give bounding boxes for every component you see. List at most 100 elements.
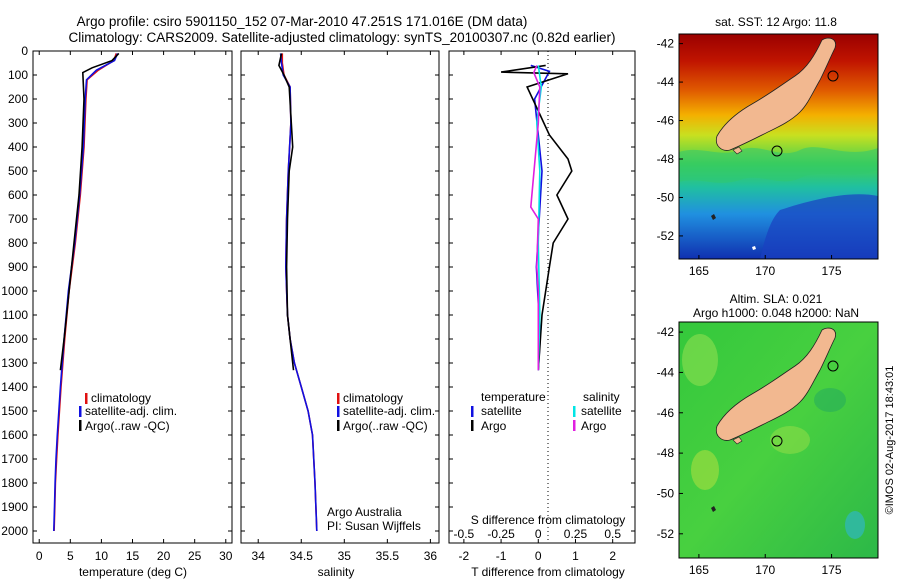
- sla-map-frame: [678, 321, 879, 559]
- salinity-axis-label: salinity: [318, 565, 355, 579]
- lon-tick-label: 175: [822, 563, 842, 577]
- lat-tick-label: -42: [657, 37, 675, 51]
- sst-warm-front: [679, 147, 878, 183]
- island-marker: [827, 360, 839, 372]
- s-diff-tick-label: -0.25: [487, 527, 515, 541]
- y-tick-label: 1400: [1, 380, 28, 394]
- lon-tick-label: 165: [689, 563, 709, 577]
- salinity-plot-frame: [240, 50, 440, 544]
- y-tick-label: 700: [8, 212, 28, 226]
- sst-map-frame: [678, 33, 879, 260]
- y-tick-label: 1800: [1, 476, 28, 490]
- t-difference-axis-label: T difference from climatology: [471, 565, 625, 579]
- sla-anomaly-1: [682, 334, 718, 386]
- lat-tick-label: -52: [657, 527, 675, 541]
- x-tick-label: 25: [188, 549, 202, 563]
- y-tick-label: 300: [8, 116, 28, 130]
- legend-label-argo: Argo(..raw -QC): [343, 419, 428, 433]
- new-zealand-landmass: [715, 37, 836, 151]
- sla-map-panel: Altim. SLA: 0.021 Argo h1000: 0.048 h200…: [657, 292, 879, 577]
- auckland-island: [711, 506, 716, 512]
- lon-tick-label: 165: [689, 264, 709, 278]
- lat-tick-label: -48: [657, 446, 675, 460]
- temperature-axis-label: temperature (deg C): [79, 565, 187, 579]
- y-tick-label: 500: [8, 164, 28, 178]
- sst-map-panel: sat. SST: 12 Argo: 11.8 165 170 175 -42 -44 -…: [657, 15, 879, 278]
- s-diff-tick-label: 0.25: [564, 527, 588, 541]
- legend-swatch-t-argo: [471, 420, 474, 431]
- series-line-s-argo: [529, 65, 541, 371]
- y-tick-label: 1900: [1, 500, 28, 514]
- s-diff-tick-label: -0.5: [454, 527, 475, 541]
- institution-credit: Argo Australia: [327, 505, 402, 519]
- legend-label-t-satellite: satellite: [481, 404, 522, 418]
- legend-swatch-climatology: [337, 393, 340, 404]
- lat-tick-label: -44: [657, 365, 675, 379]
- argo-position-marker: [771, 145, 783, 157]
- y-tick-label: 900: [8, 260, 28, 274]
- lat-tick-label: -48: [657, 152, 675, 166]
- y-tick-label: 1200: [1, 332, 28, 346]
- header-line-2: Climatology: CARS2009. Satellite-adjuste…: [68, 30, 615, 45]
- sla-anomaly-4: [845, 511, 865, 539]
- legend-swatch-s-satellite: [573, 406, 576, 417]
- lat-tick-label: -46: [657, 114, 675, 128]
- temperature-plot-frame: [32, 50, 233, 544]
- series-line-s-satellite: [535, 65, 543, 371]
- lon-tick-label: 175: [822, 264, 842, 278]
- x-tick-label: 2: [609, 549, 616, 563]
- sst-map-title: sat. SST: 12 Argo: 11.8: [715, 15, 837, 29]
- salinity-panel: 34 34.5 35 35.5 36 salinity climatology sate…: [240, 50, 440, 579]
- auckland-island: [711, 214, 716, 220]
- y-tick-label: 400: [8, 140, 28, 154]
- legend-label-argo: Argo(..raw -QC): [85, 419, 170, 433]
- legend-header-salinity: salinity: [583, 390, 620, 404]
- y-tick-label: 1600: [1, 428, 28, 442]
- legend-swatch-argo: [337, 420, 340, 431]
- s-difference-axis-label: S difference from climatology: [471, 513, 626, 527]
- temperature-panel: 0100200300400500600700800900100011001200…: [1, 44, 232, 579]
- series-line-argo-raw-qc-: [59, 52, 120, 371]
- legend-swatch-t-satellite: [471, 406, 474, 417]
- y-tick-label: 100: [8, 68, 28, 82]
- x-tick-label: 10: [95, 549, 109, 563]
- stewart-island: [732, 146, 743, 155]
- y-tick-label: 600: [8, 188, 28, 202]
- x-tick-label: 20: [157, 549, 171, 563]
- imos-timestamp: ©IMOS 02-Aug-2017 18:43:01: [884, 366, 896, 515]
- y-tick-label: 1700: [1, 452, 28, 466]
- temperature-legend: climatology satellite-adj. clim. Argo(..…: [79, 391, 177, 433]
- sla-anomaly-5: [814, 388, 846, 412]
- island-marker: [827, 70, 839, 82]
- y-tick-label: 2000: [1, 524, 28, 538]
- legend-swatch-satellite: [337, 406, 340, 417]
- legend-label-s-argo: Argo: [581, 419, 607, 433]
- x-tick-label: 15: [126, 549, 140, 563]
- lon-tick-label: 170: [755, 264, 775, 278]
- lat-tick-label: -46: [657, 406, 675, 420]
- s-diff-tick-label: 0: [535, 527, 542, 541]
- sla-map-subtitle: Argo h1000: 0.048 h2000: NaN: [693, 306, 859, 320]
- legend-swatch-satellite: [79, 406, 82, 417]
- y-tick-label: 1500: [1, 404, 28, 418]
- legend-header-temperature: temperature: [481, 390, 546, 404]
- legend-label-climatology: climatology: [343, 391, 403, 405]
- lat-tick-label: -52: [657, 229, 675, 243]
- legend-label-s-satellite: satellite: [581, 404, 622, 418]
- legend-label-climatology: climatology: [91, 391, 151, 405]
- new-zealand-landmass: [715, 327, 836, 441]
- sla-anomaly-2: [691, 450, 719, 490]
- series-line-argo-raw-qc-: [278, 53, 295, 371]
- difference-panel: -2 -1 0 1 2 S difference from climatology -0…: [448, 50, 636, 579]
- x-tick-label: -2: [459, 549, 470, 563]
- x-tick-label: -1: [496, 549, 507, 563]
- pi-credit: PI: Susan Wijffels: [327, 519, 421, 533]
- lat-tick-label: -42: [657, 325, 675, 339]
- legend-label-satellite: satellite-adj. clim.: [85, 404, 177, 418]
- x-tick-label: 36: [424, 549, 438, 563]
- legend-swatch-argo: [79, 420, 82, 431]
- legend-swatch-climatology: [85, 393, 88, 404]
- y-tick-label: 200: [8, 92, 28, 106]
- sst-cold-eddy: [760, 194, 878, 259]
- legend-label-t-argo: Argo: [481, 419, 507, 433]
